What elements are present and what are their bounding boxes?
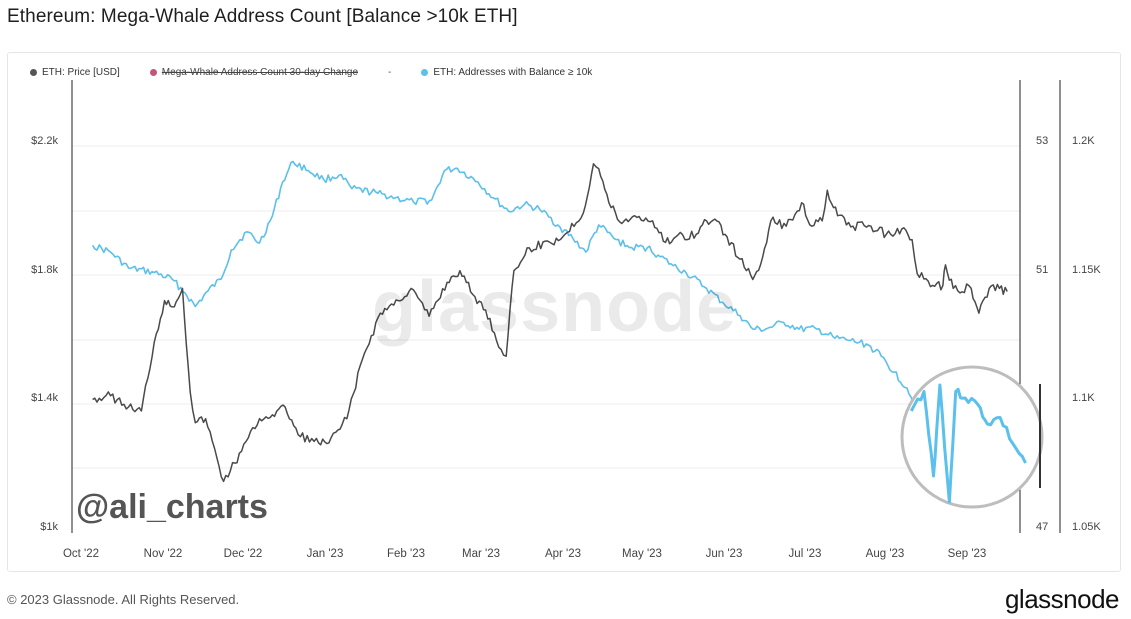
y-right-tick-label: 1.15K: [1072, 264, 1101, 276]
y-mid-tick-label: 53: [1036, 135, 1048, 147]
author-handle: @ali_charts: [76, 488, 268, 526]
y-right-tick-label: 1.05K: [1072, 521, 1101, 533]
y-left-tick-label: $1.8k: [31, 264, 58, 276]
legend-item-30d-change[interactable]: Mega-Whale Address Count 30-day Change: [149, 66, 359, 78]
x-tick-label: Jun '23: [706, 548, 743, 560]
series-line-price: [92, 163, 1008, 483]
legend-item-price[interactable]: ETH: Price [USD]: [30, 67, 120, 78]
legend-item-addresses[interactable]: ETH: Addresses with Balance ≥ 10k: [421, 67, 592, 78]
y-right-tick-label: 1.2K: [1072, 135, 1095, 147]
y-left-tick-label: $1.4k: [31, 392, 58, 404]
legend-label-addresses: ETH: Addresses with Balance ≥ 10k: [433, 66, 593, 78]
x-tick-label: May '23: [622, 548, 662, 560]
legend-label-price: ETH: Price [USD]: [42, 66, 120, 78]
copyright-footer: © 2023 Glassnode. All Rights Reserved.: [7, 592, 240, 607]
series-line-addresses: [91, 160, 1011, 444]
legend-separator: -: [388, 66, 392, 78]
chart-legend: ETH: Price [USD] Mega-Whale Address Coun…: [30, 65, 622, 79]
legend-swatch-price: [30, 68, 37, 76]
x-tick-label: Jan '23: [307, 548, 344, 560]
y-mid-tick-label: 47: [1036, 521, 1048, 533]
x-tick-label: Mar '23: [462, 548, 500, 560]
legend-label-30d-change: Mega-Whale Address Count 30-day Change: [161, 66, 359, 78]
y-mid-tick-label: 51: [1036, 264, 1048, 276]
y-left-tick-label: $1k: [40, 521, 58, 533]
zoom-highlight-circle: [900, 365, 1044, 509]
x-tick-label: Oct '22: [63, 548, 99, 560]
chart-title: Ethereum: Mega-Whale Address Count [Bala…: [7, 6, 518, 27]
x-tick-label: Aug '23: [866, 548, 905, 560]
x-tick-label: Sep '23: [948, 548, 987, 560]
x-tick-label: Apr '23: [545, 548, 581, 560]
y-right-tick-label: 1.1K: [1072, 392, 1095, 404]
legend-swatch-30d-change: [149, 68, 157, 76]
y-left-tick-label: $2.2k: [31, 135, 58, 147]
x-tick-label: Feb '23: [387, 548, 425, 560]
brand-logo: glassnode: [1004, 584, 1120, 614]
x-tick-label: Jul '23: [789, 548, 822, 560]
x-tick-label: Nov '22: [144, 548, 183, 560]
zoomed-series-line-addresses: [909, 383, 1027, 504]
legend-swatch-addresses: [421, 68, 429, 76]
x-tick-label: Dec '22: [224, 548, 263, 560]
